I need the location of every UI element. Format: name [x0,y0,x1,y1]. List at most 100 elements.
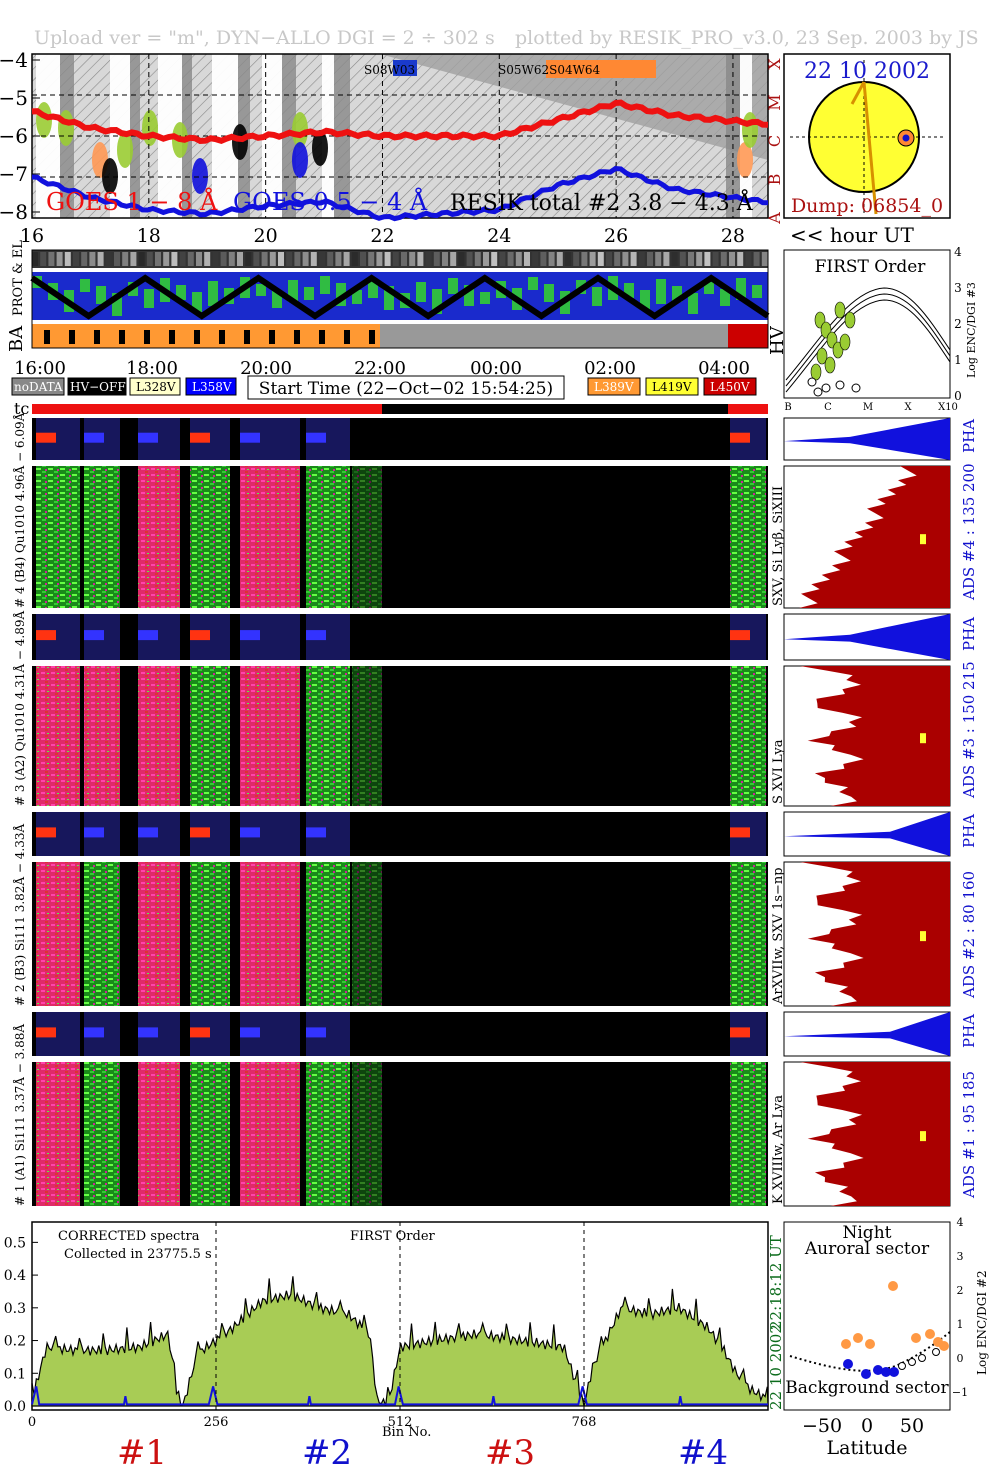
background-point-2 [873,1365,883,1375]
el-bar-32 [294,252,301,266]
spectrum-date: 22 10 2002 [767,1324,785,1410]
prot-green-21 [368,279,378,298]
spectrogram-band-6 [730,666,766,806]
ads-marker [920,931,926,942]
time-axis-label: 02:00 [584,358,636,379]
el-bar-66 [573,252,580,266]
time-axis-label: 22:00 [354,358,406,379]
ads-distribution [799,466,950,608]
channel-3: # 3 (A2) Qu1010 4.31Å − 4.89Å S XVI Lya PH… [12,610,978,807]
prot-green-7 [144,289,154,308]
resik-total-label: RESIK total #2 3.8 − 4.3 Å [450,188,754,216]
first-order-open-3 [851,383,861,393]
el-bar-19 [187,252,194,266]
pha-peak-5 [306,1027,326,1038]
goes-flare-blob-8 [232,124,248,160]
prot-label: PROT & EL [11,240,26,316]
goes-flare-blob-13 [742,112,758,148]
el-bar-82 [704,252,711,266]
hv-label: HV [767,325,788,355]
ba-gap-3 [119,330,125,344]
sun-panel: 22 10 2002 Dump: 06854_0 [783,53,951,219]
el-bar-33 [302,252,309,266]
el-bar-58 [507,252,514,266]
goes-flare-blob-12 [737,142,753,178]
goes-class-label: M [765,94,784,110]
el-bar-85 [729,252,735,266]
pha-peak-0 [36,1027,56,1038]
el-bar-69 [597,252,604,266]
ads-distribution [800,1062,950,1206]
prot-green-39 [656,279,666,304]
tc-strip-red-end [728,404,768,414]
pha-peak-3 [190,1027,210,1038]
channel-1: # 1 (A1) Si111 3.37Å − 3.88Å K XVIIIw, Ar… [12,1011,978,1207]
spectrogram-band-1 [84,1062,120,1206]
el-bar-39 [351,252,358,266]
prot-green-17 [304,287,314,300]
el-bar-65 [565,252,571,266]
el-bar-56 [491,252,498,266]
pha-peak-3 [190,630,210,641]
el-bar-63 [548,252,555,266]
goes-class-label: C [765,135,784,147]
spectrogram-band-3 [190,466,230,608]
prot-green-26 [448,278,458,294]
spectrogram-band-2 [138,666,180,806]
pha-peak-2 [138,630,158,641]
first-order-point-6 [844,311,856,329]
spectrogram-band-1 [84,666,120,806]
el-bar-76 [655,252,662,266]
start-time: Start Time (22−Oct−02 15:54:25) [259,379,553,399]
legend-l358: L358V [192,380,232,394]
prot-green-35 [592,287,602,306]
spectrogram-band-2 [138,466,180,608]
spectrogram-band-6 [730,862,766,1006]
channel-ion-label: K XVIIIw, Ar Lya [771,1095,786,1204]
el-bar-12 [130,252,137,266]
prot-green-19 [336,283,346,306]
el-bar-87 [745,252,752,266]
el-bar-4 [64,252,71,266]
el-bar-57 [499,252,506,266]
tc-strip-black [382,404,728,414]
spectrum-xtick: 0 [28,1415,36,1430]
el-bar-51 [450,252,457,266]
latitude-xtick: −50 [802,1415,842,1437]
spectrogram-band-6 [730,1062,766,1206]
prot-green-14 [256,284,266,296]
el-bar-24 [228,252,235,266]
pha-peak-2 [138,1027,158,1038]
el-bar-26 [245,252,252,266]
el-bar-9 [105,252,112,266]
el-bar-88 [753,252,760,266]
el-bar-45 [401,252,407,266]
time-axis-label: 18:00 [126,358,178,379]
latitude-panel: Night Auroral sector Background sector −… [783,1216,989,1459]
background-point-4 [889,1367,899,1377]
latitude-ytick: 3 [957,1250,964,1263]
open-point-2 [918,1354,926,1362]
ba-gap-11 [319,330,325,344]
region-blue-marker [393,60,417,76]
el-bar-54 [474,252,481,266]
goes-xtick: 20 [254,225,278,247]
spectrogram-band-0 [36,1062,80,1206]
first-order-xtick: B [784,402,791,413]
prot-green-44 [736,278,746,300]
el-bar-27 [253,252,260,266]
el-bar-84 [720,252,727,266]
ba-gap-4 [144,330,150,344]
spectrogram-tail [352,1062,382,1206]
auroral-point-2 [853,1333,863,1343]
channel-range-label: # 1 (A1) Si111 3.37Å − 3.88Å [12,1024,27,1206]
el-bar-37 [335,252,342,266]
el-bar-68 [589,252,596,266]
region-a-label: S08W03 [364,63,415,77]
el-bar-49 [433,252,440,266]
ba-gap-7 [219,330,225,344]
goes-ytick: −8 [0,200,28,224]
spectrum-order: FIRST Order [350,1229,436,1244]
el-bar-75 [647,252,653,266]
ads-label: ADS #1 : 95 185 [960,1071,978,1199]
